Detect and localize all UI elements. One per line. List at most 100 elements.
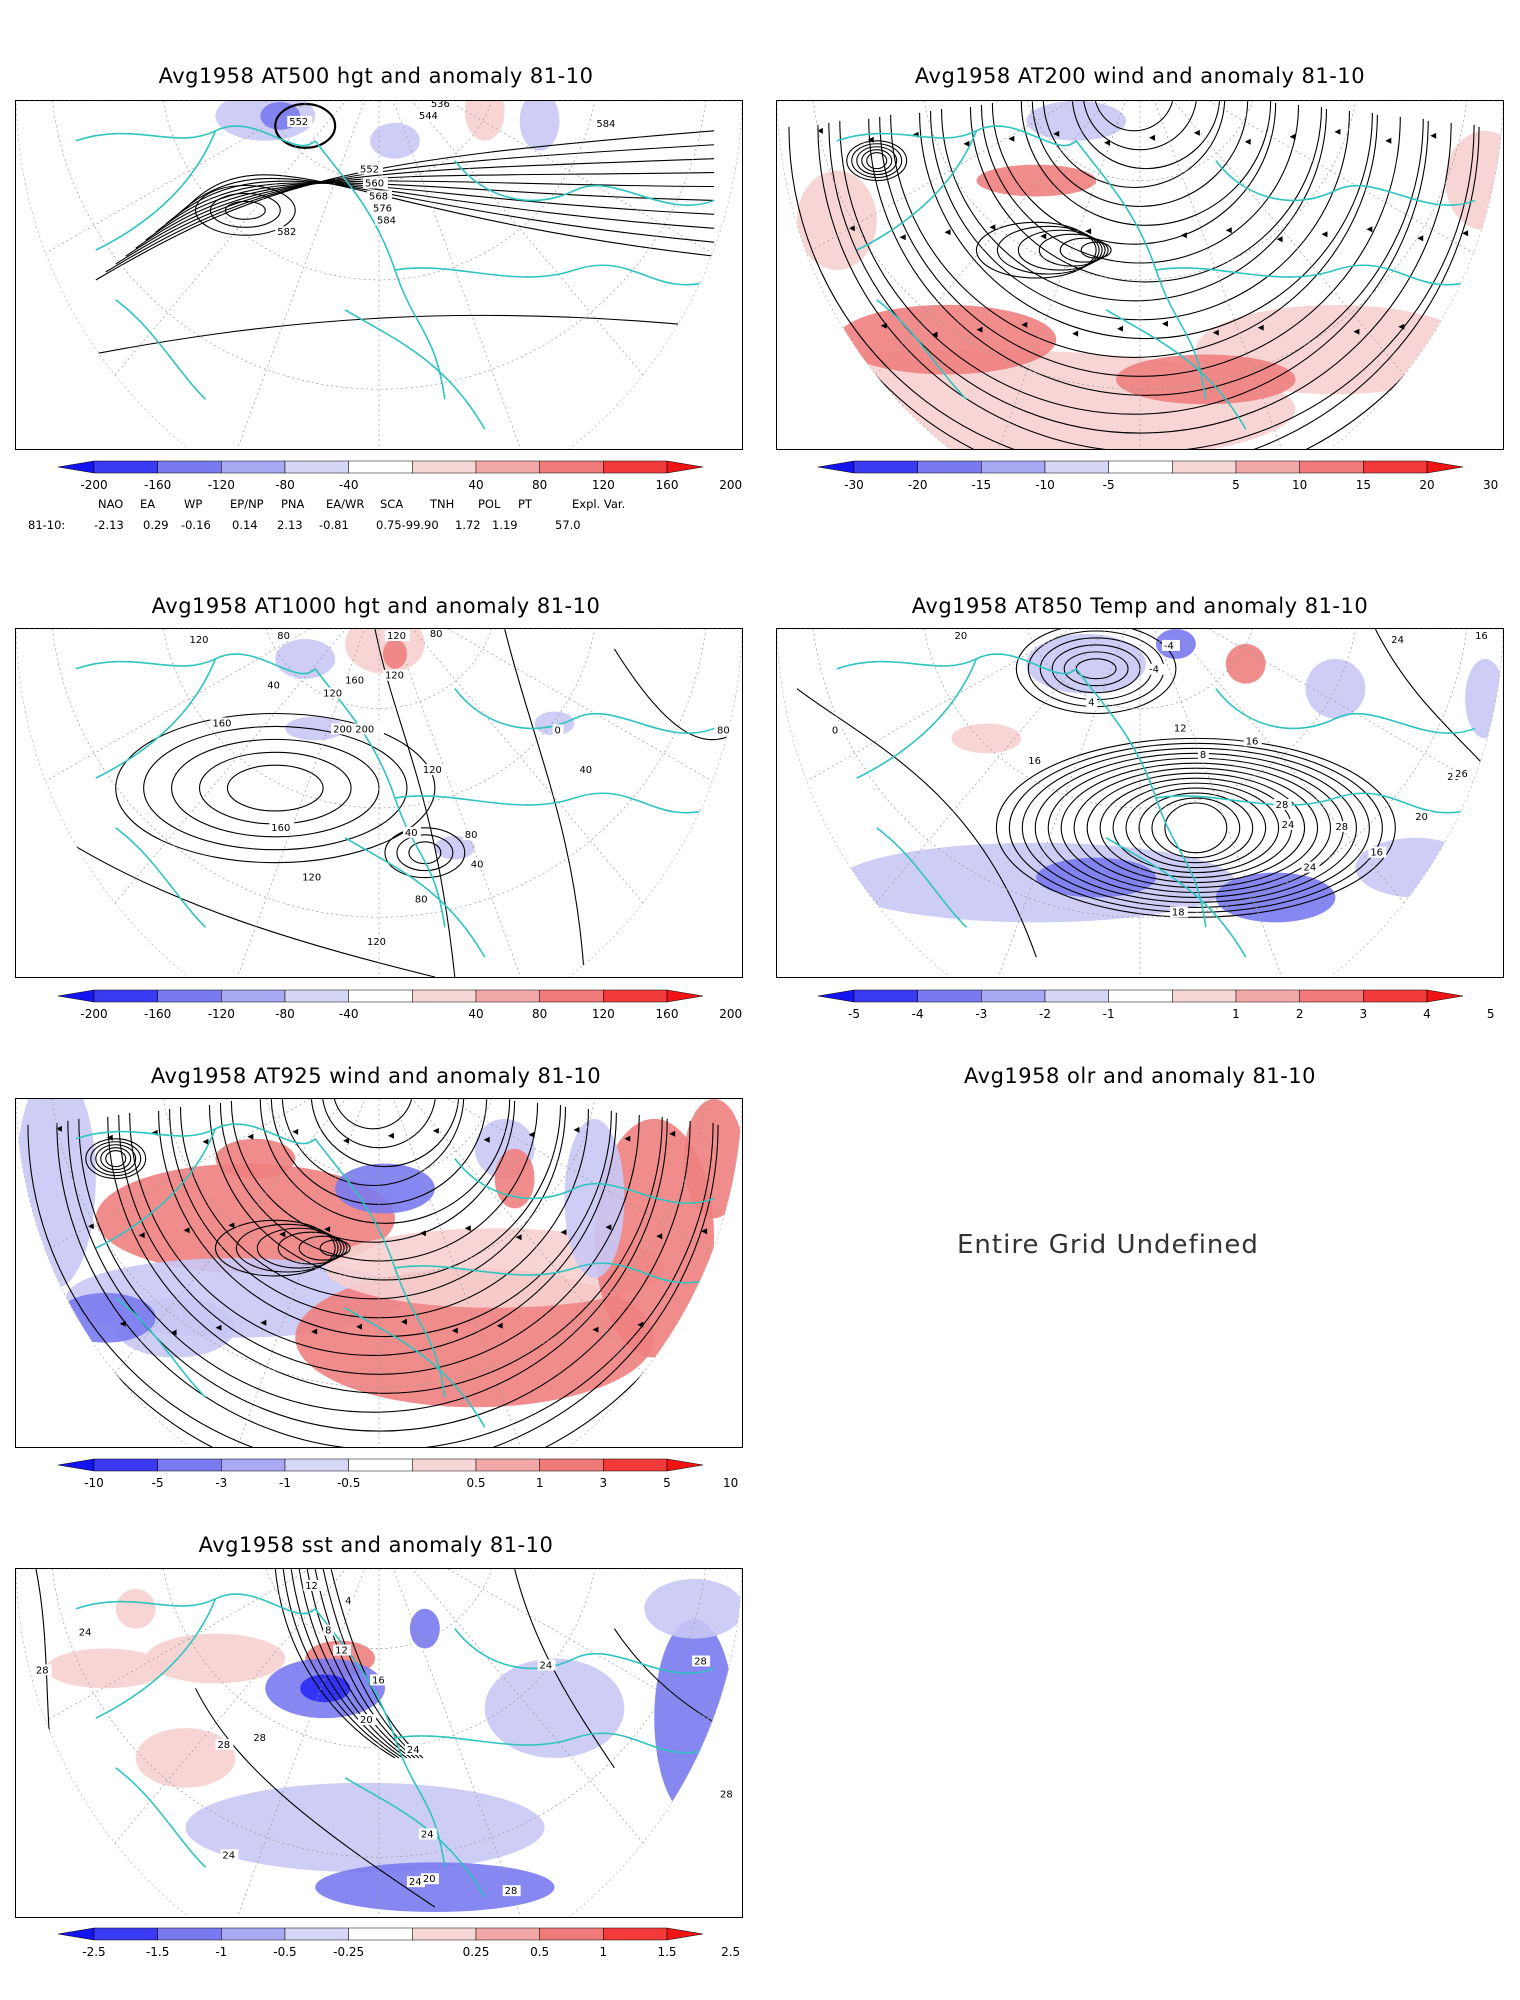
- colorbar-at850: -5 -4 -3 -2 -1 1 2 3 4 5: [817, 989, 1494, 1032]
- anomaly-shading: [275, 638, 336, 679]
- colorbar-segment: [539, 989, 604, 1003]
- contour-label: -4: [1149, 665, 1159, 676]
- colorbar-segment: [1363, 989, 1428, 1003]
- contour-label: 28: [505, 1886, 518, 1897]
- colorbar-max-arrow: [666, 460, 704, 474]
- colorbar-tick-label: -0.5: [273, 1945, 296, 1959]
- colorbar-segment: [348, 1927, 413, 1941]
- colorbar-segment: [284, 1927, 349, 1941]
- colorbar-segment: [221, 1458, 286, 1472]
- contour-label: 80: [717, 725, 730, 736]
- panel-title-at850: Avg1958 AT850 Temp and anomaly 81-10: [911, 594, 1369, 618]
- colorbar-tick-label: 120: [592, 478, 615, 492]
- anomaly-shading: [285, 716, 346, 741]
- colorbar-segment: [981, 989, 1046, 1003]
- contour-label: 40: [405, 828, 418, 839]
- colorbar-tick-label: -40: [339, 1007, 359, 1021]
- colorbar-tick-label: 0.5: [466, 1476, 485, 1490]
- contour-label: 120: [423, 765, 442, 776]
- colorbar-tick-label: -3: [215, 1476, 227, 1490]
- anomaly-shading: [796, 170, 877, 271]
- colorbar-segment: [1044, 460, 1109, 474]
- colorbar-tick-label: -5: [152, 1476, 164, 1490]
- anomaly-shading: [135, 1728, 236, 1788]
- contour-label: 12: [1174, 723, 1187, 734]
- colorbar-segment: [93, 1927, 158, 1941]
- colorbar-segment: [603, 1458, 668, 1472]
- colorbar-segment: [475, 460, 540, 474]
- anomaly-shading: [185, 1782, 545, 1873]
- colorbar-tick-label: -80: [275, 478, 295, 492]
- contour-lines: [45, 629, 742, 977]
- colorbar-tick-label: 30: [1483, 478, 1498, 492]
- contour-label: 20: [360, 1715, 373, 1726]
- anomaly-shading: [684, 1099, 742, 1219]
- tele-value: -0.81: [319, 518, 349, 532]
- contour-label: 24: [1282, 820, 1295, 831]
- tele-value: -0.16: [181, 518, 211, 532]
- contour-label: 582: [277, 227, 296, 238]
- anomaly-shading: [1116, 354, 1296, 405]
- colorbar-tick-label: -10: [84, 1476, 104, 1490]
- colorbar-tick-label: 40: [468, 1007, 483, 1021]
- colorbar-segment: [1299, 460, 1364, 474]
- colorbar-segment: [348, 1458, 413, 1472]
- colorbar-tick-label: -2: [1039, 1007, 1051, 1021]
- contour-label: 80: [430, 629, 443, 640]
- contour-label: 24: [1304, 863, 1317, 874]
- colorbar-tick-label: 2.5: [721, 1945, 740, 1959]
- colorbar-segment: [1172, 989, 1237, 1003]
- colorbar-tick-label: -5: [848, 1007, 860, 1021]
- tele-value: 1.19: [492, 518, 518, 532]
- contour-label: 28: [1335, 822, 1348, 833]
- panel-title-olr: Avg1958 olr and anomaly 81-10: [964, 1064, 1316, 1088]
- contour-label: 80: [415, 894, 428, 905]
- contour-label: 28: [217, 1740, 230, 1751]
- colorbar-tick-label: 120: [592, 1007, 615, 1021]
- colorbar-segment: [221, 1927, 286, 1941]
- colorbar-tick-label: 1.5: [657, 1945, 676, 1959]
- anomaly-shading: [409, 1608, 440, 1649]
- contour-label: 20: [955, 631, 968, 642]
- contour-label: 120: [385, 671, 404, 682]
- colorbar-tick-label: -1.5: [146, 1945, 169, 1959]
- anomaly-shading: [315, 1862, 555, 1913]
- colorbar-segment: [412, 460, 477, 474]
- anomaly-shading: [45, 1648, 166, 1689]
- colorbar-tick-label: -80: [275, 1007, 295, 1021]
- contour-label: 80: [277, 631, 290, 642]
- colorbar-tick-label: 1: [536, 1476, 544, 1490]
- tele-header: WP: [184, 497, 203, 511]
- colorbar-tick-label: 20: [1419, 478, 1434, 492]
- colorbar-tick-label: -160: [144, 478, 171, 492]
- colorbar-at500: -200 -160 -120 -80 -40 40 80 120 160 200: [57, 460, 742, 503]
- colorbar-tick-label: 5: [1487, 1007, 1495, 1021]
- colorbar-tick-label: -160: [144, 1007, 171, 1021]
- contour-label: 120: [323, 689, 342, 700]
- anomaly-shading: [1445, 130, 1503, 231]
- anomaly-shading: [300, 1674, 351, 1703]
- colorbar-tick-label: 15: [1356, 478, 1371, 492]
- colorbar-segment: [284, 989, 349, 1003]
- colorbar-tick-label: -15: [972, 478, 992, 492]
- anomaly-shading: [145, 1633, 286, 1684]
- colorbar-segment: [853, 460, 918, 474]
- contour-label: 16: [372, 1675, 385, 1686]
- colorbar-sst: -2.5 -1.5 -1 -0.5 -0.25 0.25 0.5 1 1.5 2.5: [57, 1927, 740, 1970]
- contour-label: 28: [694, 1656, 707, 1667]
- contour-label: 4: [1088, 698, 1094, 709]
- colorbar-tick-label: 1: [1232, 1007, 1240, 1021]
- anomaly-shading: [370, 122, 420, 159]
- contour-label: 28: [36, 1665, 49, 1676]
- tele-value: 0.14: [232, 518, 258, 532]
- colorbar-segment: [412, 1927, 477, 1941]
- contour-label: 120: [367, 937, 386, 948]
- anomaly-shading: [519, 101, 560, 151]
- colorbar-segment: [539, 1927, 604, 1941]
- contour-label: 8: [325, 1626, 331, 1637]
- contour-label: 20: [1415, 812, 1428, 823]
- colorbar-tick-label: -4: [912, 1007, 924, 1021]
- colorbar-segment: [93, 460, 158, 474]
- anomaly-shading: [836, 304, 1057, 375]
